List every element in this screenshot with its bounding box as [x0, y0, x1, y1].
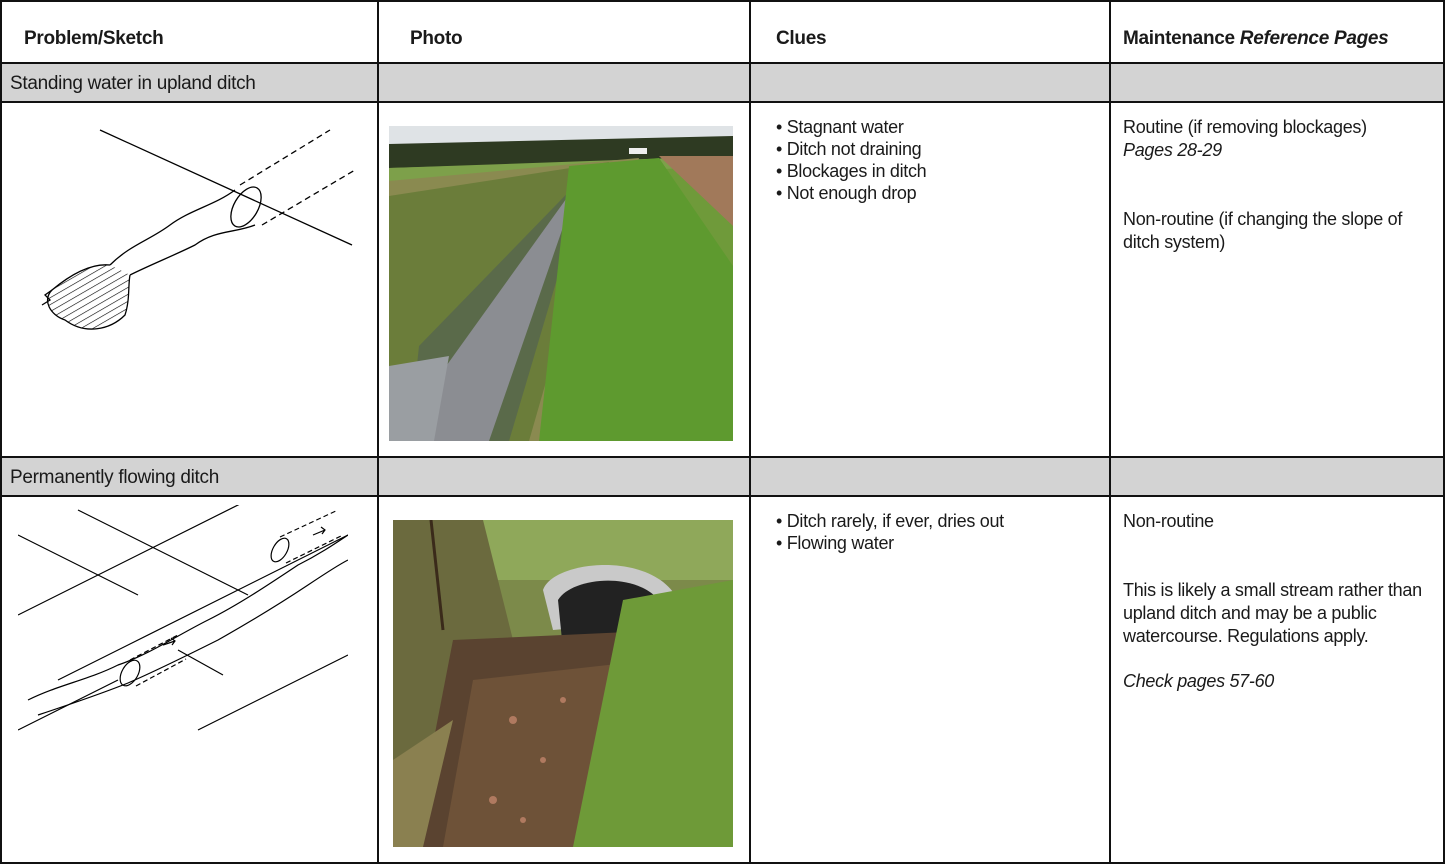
- border: [0, 0, 2, 864]
- row-band: [0, 457, 1445, 496]
- clue: Blockages in ditch: [776, 160, 1101, 182]
- clue-list: Stagnant waterDitch not drainingBlockage…: [776, 116, 1101, 204]
- border: [749, 0, 751, 864]
- header-emphasis: Reference Pages: [1239, 28, 1389, 49]
- maintenance: Routine (if removing blockages) Pages 28-…: [1123, 116, 1433, 276]
- clue: Ditch rarely, if ever, dries out: [776, 510, 1101, 532]
- border: [0, 62, 1445, 64]
- border: [377, 0, 379, 864]
- border: [0, 0, 1445, 2]
- row-title: Permanently flowing ditch: [10, 467, 219, 488]
- column-header: Photo: [410, 28, 463, 49]
- column-header: Problem/Sketch: [24, 28, 164, 49]
- maintenance-note: This is likely a small stream rather tha…: [1123, 580, 1422, 646]
- maintenance-note: Pages 28-29: [1123, 140, 1222, 160]
- maintenance: Non-routine This is likely a small stream…: [1123, 510, 1433, 715]
- clue: Flowing water: [776, 532, 1101, 554]
- border: [0, 101, 1445, 103]
- row-band: [0, 63, 1445, 102]
- border: [0, 495, 1445, 497]
- border: [1443, 0, 1445, 864]
- photo: [393, 520, 733, 847]
- border: [0, 862, 1445, 864]
- maintenance-note: Non-routine (if changing the slope of di…: [1123, 209, 1403, 252]
- sketch: [41, 129, 356, 330]
- photo: [389, 126, 733, 441]
- column-header: Clues: [776, 28, 827, 49]
- maintenance-note: Routine (if removing blockages): [1123, 117, 1367, 137]
- maintenance-note: Non-routine: [1123, 511, 1214, 531]
- row-title: Standing water in upland ditch: [10, 73, 256, 94]
- maintenance-note: Check pages 57-60: [1123, 671, 1275, 691]
- clue: Ditch not draining: [776, 138, 1101, 160]
- clue: Stagnant water: [776, 116, 1101, 138]
- border: [0, 456, 1445, 458]
- column-header: Maintenance Reference Pages: [1123, 28, 1389, 50]
- sketch: [18, 505, 348, 731]
- clue: Not enough drop: [776, 182, 1101, 204]
- clue-list: Ditch rarely, if ever, dries outFlowing …: [776, 510, 1101, 554]
- border: [1109, 0, 1111, 864]
- header-text: Maintenance: [1123, 28, 1235, 49]
